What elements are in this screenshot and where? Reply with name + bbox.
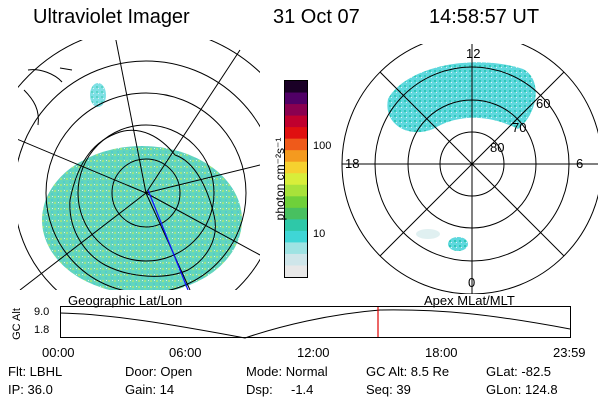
magnetic-polar-plot: [341, 44, 598, 294]
timeline-y-tick-bottom: 1.8: [34, 324, 50, 336]
colorbar-swatch: [285, 81, 307, 94]
status-gc-alt: GC Alt: 8.5 Re: [366, 364, 450, 379]
colorbar-swatch: [285, 104, 307, 117]
geographic-panel-label: Geographic Lat/Lon: [68, 293, 183, 308]
colorbar-swatch: [285, 138, 307, 151]
colorbar-tick-100: 100: [313, 140, 332, 152]
timeline-y-tick-top: 9.0: [34, 306, 50, 318]
status-dsp-value: -1.4: [291, 382, 314, 397]
status-gain: Gain: 14: [125, 382, 175, 397]
mlt-label-12: 12: [466, 46, 481, 61]
timeline-tick-0000: 00:00: [42, 345, 75, 360]
colorbar-unit-label: photon cm⁻²s⁻¹: [273, 137, 287, 221]
status-glon: GLon: 124.8: [486, 382, 558, 397]
colorbar-swatch: [285, 115, 307, 128]
timeline-y-axis-label: GC Alt: [11, 308, 23, 340]
colorbar-swatch: [285, 173, 307, 186]
date-label: 31 Oct 07: [273, 6, 360, 28]
timeline-tick-1800: 18:00: [425, 345, 458, 360]
colorbar-swatch: [285, 184, 307, 197]
time-label: 14:58:57 UT: [429, 6, 540, 28]
mlat-label-80: 80: [490, 140, 505, 155]
mlat-label-70: 70: [512, 120, 527, 135]
colorbar-swatch: [285, 265, 307, 278]
status-ip: IP: 36.0: [8, 382, 53, 397]
status-dsp-label: Dsp:: [246, 382, 273, 397]
colorbar-tick-10: 10: [313, 228, 326, 240]
mlt-label-18: 18: [345, 156, 360, 171]
colorbar-swatch: [285, 92, 307, 105]
colorbar-swatch: [285, 127, 307, 140]
colorbar-swatch: [285, 242, 307, 255]
colorbar-swatch: [285, 207, 307, 220]
status-seq: Seq: 39: [366, 382, 411, 397]
colorbar-swatch: [285, 253, 307, 266]
colorbar-swatch: [285, 196, 307, 209]
colorbar-swatch: [285, 161, 307, 174]
status-mode: Mode: Normal: [246, 364, 328, 379]
intensity-colorbar: [284, 80, 308, 278]
mlt-label-6: 6: [576, 156, 584, 171]
status-filter: Flt: LBHL: [8, 364, 63, 379]
instrument-title: Ultraviolet Imager: [33, 6, 190, 28]
magnetic-panel-label: Apex MLat/MLT: [424, 293, 515, 308]
altitude-timeline: [60, 306, 571, 339]
timeline-tick-2359: 23:59: [553, 345, 586, 360]
status-door: Door: Open: [125, 364, 193, 379]
status-glat: GLat: -82.5: [486, 364, 552, 379]
geographic-polar-plot: [18, 40, 260, 290]
colorbar-swatch: [285, 230, 307, 243]
mlt-label-0: 0: [468, 275, 476, 290]
colorbar-swatch: [285, 150, 307, 163]
colorbar-swatch: [285, 219, 307, 232]
timeline-tick-0600: 06:00: [169, 345, 202, 360]
timeline-tick-1200: 12:00: [297, 345, 330, 360]
mlat-label-60: 60: [536, 96, 551, 111]
